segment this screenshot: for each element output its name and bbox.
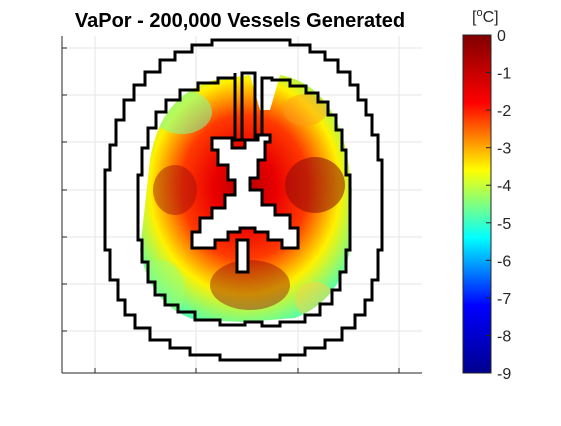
colorbar-tick-label: -1: [497, 66, 511, 83]
hot-spot-left: [153, 165, 197, 215]
colorbar-tick-label: -5: [497, 216, 511, 233]
colorbar-tick-label: -8: [497, 328, 511, 345]
colorbar-gradient: [462, 34, 492, 374]
colorbar-tick-label: 0: [497, 28, 506, 45]
chart-title: VaPor - 200,000 Vessels Generated: [75, 10, 405, 32]
outer-skull-outline: [103, 38, 384, 362]
ventricle-stem: [235, 238, 250, 274]
colorbar: [oC] 0 -1 -2 -3 -4 -5 -6 -7 -8 -9: [462, 7, 511, 383]
colorbar-tick-label: -2: [497, 103, 511, 120]
colorbar-tick-label: -3: [497, 141, 511, 158]
axis-ticks: [62, 47, 400, 373]
colorbar-tick-label: -4: [497, 178, 511, 195]
colorbar-tick-label: -6: [497, 253, 511, 270]
ventricle-outline: [190, 133, 300, 250]
hot-spot-right: [285, 157, 345, 213]
colorbar-unit-label: [oC]: [472, 7, 499, 26]
cool-spot-top-right: [283, 94, 327, 126]
anatomy-outlines: [103, 38, 384, 362]
brain-outline: [136, 71, 352, 328]
colorbar-tick-label: -7: [497, 291, 511, 308]
ventricle-hole: [190, 133, 300, 274]
hot-spot-bottom: [210, 260, 290, 310]
colorbar-tick-label: -9: [497, 366, 511, 383]
colorbar-ticks: 0 -1 -2 -3 -4 -5 -6 -7 -8 -9: [486, 28, 511, 383]
